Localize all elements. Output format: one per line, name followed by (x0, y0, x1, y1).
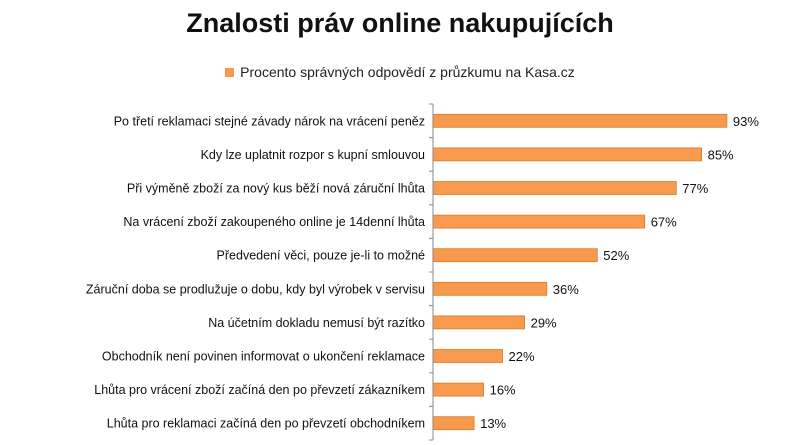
category-label: Na účetním dokladu nemusí být razítko (208, 316, 425, 330)
data-label: 77% (682, 181, 708, 196)
category-label: Obchodník není povinen informovat o ukon… (102, 350, 425, 364)
bar (432, 214, 646, 229)
data-label: 13% (480, 416, 506, 431)
data-label: 93% (733, 114, 759, 129)
bar (432, 147, 703, 162)
legend-swatch (225, 68, 235, 77)
category-label: Lhůta pro reklamaci začíná den po převze… (107, 417, 425, 431)
data-label: 22% (509, 349, 535, 364)
bar (432, 416, 475, 431)
category-label: Kdy lze uplatnit rozpor s kupní smlouvou (201, 148, 425, 162)
bar (432, 315, 525, 330)
category-label: Na vrácení zboží zakoupeného online je 1… (123, 215, 425, 229)
data-label: 29% (531, 315, 557, 330)
category-label: Záruční doba se prodlužuje o dobu, kdy b… (86, 282, 425, 296)
legend-label: Procento správných odpovědí z průzkumu n… (240, 64, 575, 80)
bar (432, 281, 548, 296)
bar (432, 113, 728, 128)
category-label: Při výměně zboží za nový kus běží nová z… (127, 182, 425, 196)
category-label: Lhůta pro vrácení zboží začíná den po př… (94, 383, 425, 397)
bar (432, 349, 503, 363)
chart-legend: Procento správných odpovědí z průzkumu n… (0, 64, 800, 80)
bar (432, 181, 677, 195)
bar (432, 248, 598, 263)
bar (432, 382, 484, 397)
data-label: 36% (553, 282, 579, 297)
data-label: 85% (708, 147, 734, 162)
category-label: Po třetí reklamaci stejné závady nárok n… (114, 114, 425, 128)
category-label: Předvedení věci, pouze je-li to možné (217, 249, 425, 263)
data-label: 52% (603, 248, 629, 263)
data-label: 16% (490, 383, 516, 398)
chart-title: Znalosti práv online nakupujících (186, 8, 614, 38)
data-label: 67% (651, 215, 677, 230)
